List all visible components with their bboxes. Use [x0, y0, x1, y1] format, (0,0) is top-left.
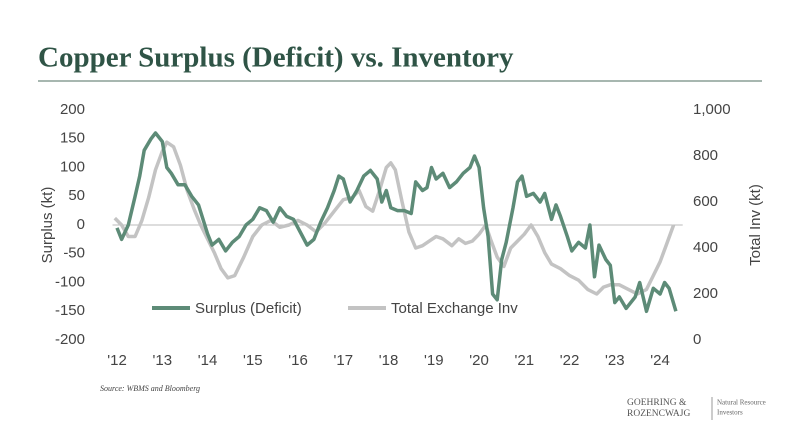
- logo-tagline: Investors: [717, 409, 743, 417]
- y-tick-label: -50: [63, 245, 85, 262]
- x-tick-label: '19: [424, 352, 444, 369]
- y2-tick-label: 400: [693, 239, 718, 256]
- y2-tick-label: 600: [693, 193, 718, 210]
- x-tick-label: '15: [243, 352, 263, 369]
- y2-tick-label: 0: [693, 331, 701, 348]
- x-tick-label: '18: [379, 352, 399, 369]
- source-note: Source: WBMS and Bloomberg: [100, 384, 200, 393]
- x-tick-label: '13: [152, 352, 172, 369]
- logo-tagline: Natural Resource: [717, 399, 766, 407]
- y2-tick-label: 1,000: [693, 101, 731, 118]
- y-axis-title: Surplus (kt): [39, 187, 56, 264]
- legend-label: Surplus (Deficit): [195, 300, 302, 317]
- y-tick-label: -100: [55, 273, 85, 290]
- x-tick-label: '21: [515, 352, 535, 369]
- y-tick-label: 100: [60, 158, 85, 175]
- y-tick-label: 0: [77, 216, 85, 233]
- y-tick-label: -150: [55, 302, 85, 319]
- y-tick-label: -200: [55, 331, 85, 348]
- y2-tick-label: 200: [693, 285, 718, 302]
- x-tick-label: '24: [650, 352, 670, 369]
- x-tick-label: '20: [469, 352, 489, 369]
- logo: GOEHRING & ROZENCWAJG Natural Resource I…: [627, 397, 766, 420]
- y2-tick-label: 800: [693, 147, 718, 164]
- y-tick-label: 200: [60, 101, 85, 118]
- x-tick-label: '23: [605, 352, 625, 369]
- y2-axis-title: Total Inv (kt): [747, 184, 764, 266]
- legend-label: Total Exchange Inv: [391, 300, 518, 317]
- x-tick-label: '12: [107, 352, 127, 369]
- chart-title: Copper Surplus (Deficit) vs. Inventory: [38, 42, 514, 74]
- x-tick-label: '14: [198, 352, 218, 369]
- logo-name: GOEHRING &: [627, 398, 687, 408]
- x-tick-label: '22: [560, 352, 580, 369]
- x-tick-label: '17: [334, 352, 354, 369]
- y-tick-label: 50: [68, 187, 85, 204]
- x-tick-label: '16: [288, 352, 308, 369]
- logo-name: ROZENCWAJG: [627, 409, 690, 419]
- series-line: [113, 140, 676, 296]
- y-tick-label: 150: [60, 130, 85, 147]
- series-line: [115, 131, 678, 314]
